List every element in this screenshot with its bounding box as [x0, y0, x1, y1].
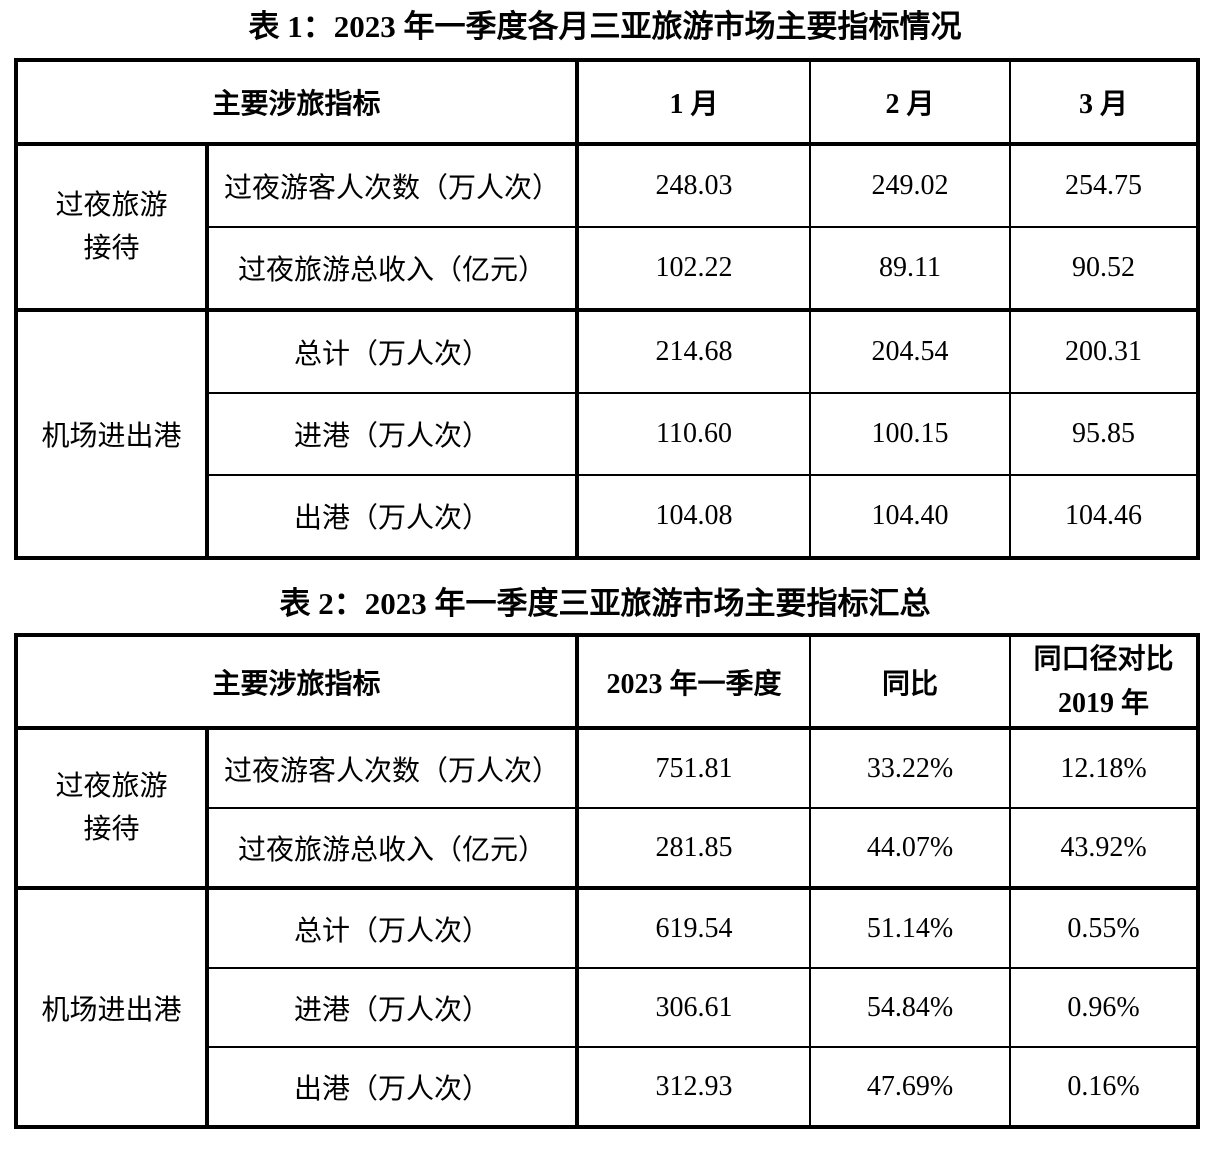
- table2: 主要涉旅指标 2023 年一季度 同比 同口径对比 2019 年 过夜旅游 接待…: [14, 633, 1201, 1129]
- value-cell: 249.02: [809, 142, 1012, 228]
- value-cell: 254.75: [1009, 142, 1200, 228]
- value-cell: 33.22%: [809, 726, 1012, 809]
- t2-header-q1-2023: 2023 年一季度: [576, 634, 812, 730]
- value-cell: 51.14%: [809, 886, 1012, 969]
- row-label-cell: 出港（万人次）: [205, 474, 580, 559]
- value-cell: 102.22: [576, 226, 812, 311]
- table-row: 过夜旅游总收入（亿元） 102.22 89.11 90.52: [16, 226, 1200, 311]
- value-cell: 204.54: [809, 308, 1012, 394]
- value-cell: 89.11: [809, 226, 1012, 311]
- value-cell: 54.84%: [809, 967, 1012, 1048]
- row-label-cell: 总计（万人次）: [205, 308, 580, 394]
- t2-header-indicator: 主要涉旅指标: [14, 634, 580, 730]
- table1: 主要涉旅指标 1 月 2 月 3 月 过夜旅游 接待 过夜游客人次数（万人次） …: [14, 58, 1201, 560]
- t1-header-jan: 1 月: [576, 59, 812, 146]
- t2-header-yoy: 同比: [809, 634, 1012, 730]
- value-cell: 248.03: [576, 142, 812, 228]
- row-label-cell: 进港（万人次）: [205, 392, 580, 476]
- table-row: 出港（万人次） 104.08 104.40 104.46: [16, 474, 1200, 559]
- value-cell: 110.60: [576, 392, 812, 476]
- value-cell: 90.52: [1009, 226, 1200, 311]
- value-cell: 104.40: [809, 474, 1012, 559]
- row-label-cell: 过夜旅游总收入（亿元）: [205, 807, 580, 889]
- value-cell: 12.18%: [1009, 726, 1200, 809]
- table1-header-row: 主要涉旅指标 1 月 2 月 3 月: [14, 59, 1200, 146]
- table-row: 出港（万人次） 312.93 47.69% 0.16%: [16, 1046, 1200, 1128]
- row-label-cell: 过夜旅游总收入（亿元）: [205, 226, 580, 311]
- value-cell: 44.07%: [809, 807, 1012, 889]
- table-row: 进港（万人次） 110.60 100.15 95.85: [16, 392, 1200, 476]
- table1-title: 表 1：2023 年一季度各月三亚旅游市场主要指标情况: [248, 9, 962, 44]
- row-label-cell: 过夜游客人次数（万人次）: [205, 726, 580, 809]
- row-label-cell: 进港（万人次）: [205, 967, 580, 1048]
- t2-header-vs-2019: 同口径对比 2019 年: [1009, 634, 1200, 730]
- table-row: 进港（万人次） 306.61 54.84% 0.96%: [16, 967, 1200, 1048]
- table2-header-row: 主要涉旅指标 2023 年一季度 同比 同口径对比 2019 年: [14, 634, 1200, 730]
- t1-header-feb: 2 月: [809, 59, 1012, 146]
- value-cell: 619.54: [576, 886, 812, 969]
- table-row: 机场进出港 总计（万人次） 214.68 204.54 200.31: [15, 308, 1200, 559]
- value-cell: 47.69%: [809, 1046, 1012, 1128]
- t2-group-airport: 机场进出港: [15, 886, 209, 1128]
- value-cell: 306.61: [576, 967, 812, 1048]
- row-label-cell: 总计（万人次）: [205, 886, 580, 969]
- table-row: 过夜旅游总收入（亿元） 281.85 44.07% 43.92%: [16, 807, 1200, 889]
- table-row: 过夜旅游 接待 过夜游客人次数（万人次） 248.03 249.02 254.7…: [15, 142, 1200, 311]
- value-cell: 214.68: [576, 308, 812, 394]
- value-cell: 104.08: [576, 474, 812, 559]
- value-cell: 43.92%: [1009, 807, 1200, 889]
- table-row: 过夜旅游 接待 过夜游客人次数（万人次） 751.81 33.22% 12.18…: [15, 726, 1200, 889]
- row-label-cell: 过夜游客人次数（万人次）: [205, 142, 580, 228]
- table-row: 机场进出港 总计（万人次） 619.54 51.14% 0.55%: [15, 886, 1200, 1128]
- value-cell: 95.85: [1009, 392, 1200, 476]
- t1-header-mar: 3 月: [1009, 59, 1200, 146]
- value-cell: 751.81: [576, 726, 812, 809]
- value-cell: 0.55%: [1009, 886, 1200, 969]
- value-cell: 312.93: [576, 1046, 812, 1128]
- t2-group-overnight-tourism: 过夜旅游 接待: [15, 726, 209, 889]
- value-cell: 200.31: [1009, 308, 1200, 394]
- table2-title: 表 2：2023 年一季度三亚旅游市场主要指标汇总: [279, 586, 931, 621]
- row-label-cell: 出港（万人次）: [205, 1046, 580, 1128]
- t1-header-indicator: 主要涉旅指标: [14, 59, 580, 146]
- value-cell: 281.85: [576, 807, 812, 889]
- value-cell: 100.15: [809, 392, 1012, 476]
- t1-group-overnight-tourism: 过夜旅游 接待: [15, 142, 209, 311]
- document: 表 1：2023 年一季度各月三亚旅游市场主要指标情况 主要涉旅指标 1 月 2…: [0, 9, 1210, 1129]
- value-cell: 0.96%: [1009, 967, 1200, 1048]
- t1-group-airport: 机场进出港: [15, 308, 209, 559]
- value-cell: 104.46: [1009, 474, 1200, 559]
- value-cell: 0.16%: [1009, 1046, 1200, 1128]
